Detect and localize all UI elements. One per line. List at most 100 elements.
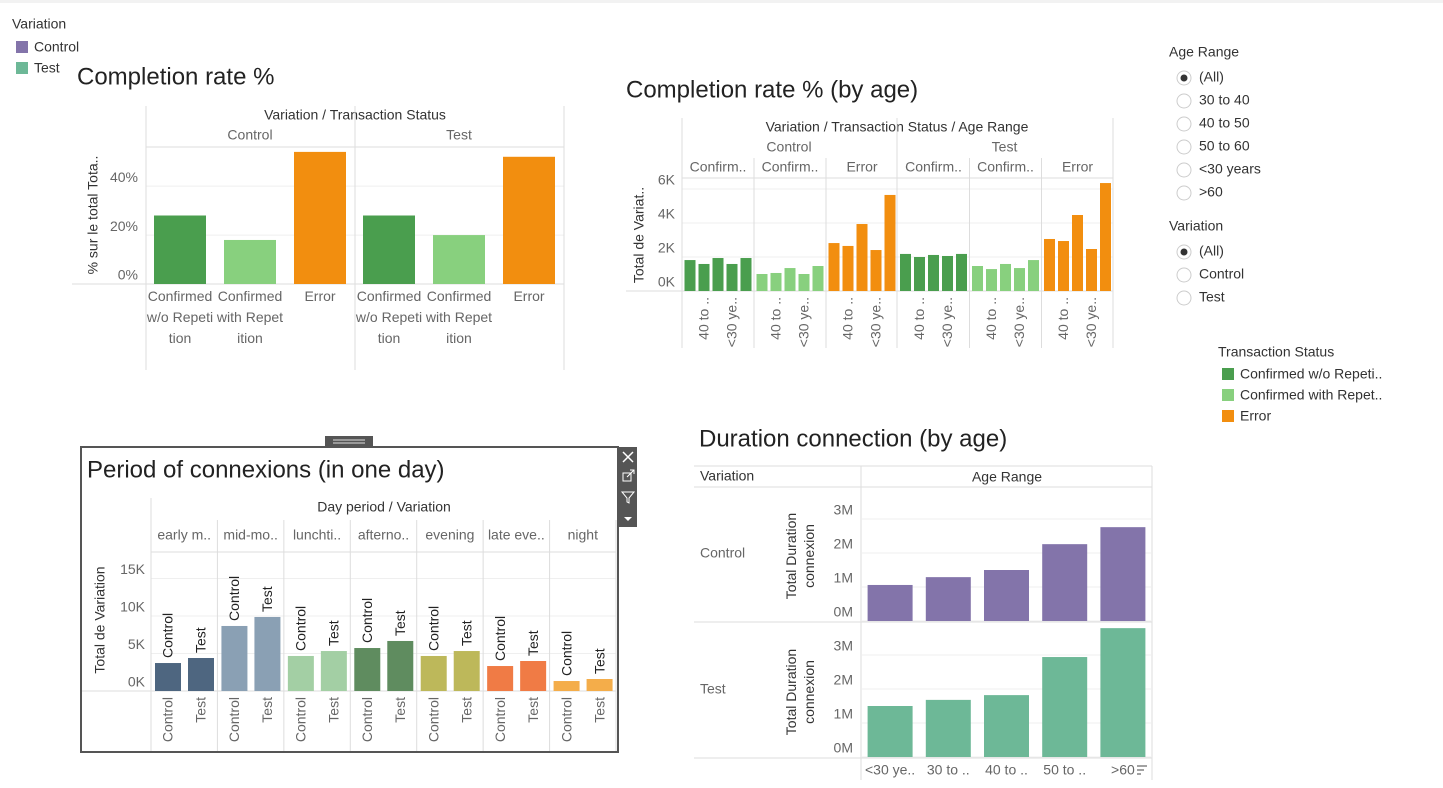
chart-title: Period of connexions (in one day) xyxy=(87,456,445,483)
bar xyxy=(925,577,971,621)
x-tick-label: Confirmed with Repetition xyxy=(426,288,492,346)
chart-title: Duration connection (by age) xyxy=(699,425,1007,452)
bar xyxy=(1042,657,1088,757)
radio-button[interactable] xyxy=(1176,139,1192,155)
bar xyxy=(1000,263,1011,291)
y-tick-label: 0K xyxy=(128,674,146,690)
x-tick-label: Control xyxy=(558,697,574,742)
radio-button[interactable] xyxy=(1176,116,1192,132)
radio-button[interactable] xyxy=(1176,290,1192,306)
x-tick-label: Confirmed w/o Repetition xyxy=(146,288,214,346)
x-tick-label: 40 to .. xyxy=(1055,297,1071,340)
x-tick-label: 40 to .. xyxy=(840,297,856,340)
y-axis-label: Total Duration connexion xyxy=(783,512,817,600)
y-tick-label: 40% xyxy=(110,169,138,185)
x-tick-label: Test xyxy=(326,697,342,723)
data-label: Test xyxy=(326,620,342,646)
y-axis-label: Total de Variat.. xyxy=(631,187,647,283)
filter-button[interactable] xyxy=(620,491,636,504)
data-label: Test xyxy=(259,586,275,612)
bar xyxy=(1100,527,1146,621)
bar xyxy=(363,215,415,284)
bar xyxy=(188,658,214,691)
y-tick-label: 0M xyxy=(834,740,853,756)
bar xyxy=(1100,628,1146,757)
y-tick-label: 0K xyxy=(658,274,676,290)
x-tick-label: 40 to .. xyxy=(983,297,999,340)
group-label: Test xyxy=(446,127,472,143)
x-tick-label: Error xyxy=(513,288,545,304)
y-tick-label: 0M xyxy=(834,604,853,620)
filter-title: Age Range xyxy=(1169,44,1239,60)
y-tick-label: 6K xyxy=(658,172,676,188)
group-label: Control xyxy=(766,139,811,155)
x-tick-label: <30 ye.. xyxy=(868,297,884,347)
data-label: Control xyxy=(293,606,309,651)
y-tick-label: 3M xyxy=(834,502,853,518)
bar xyxy=(867,706,913,757)
bar xyxy=(867,584,913,621)
zone-toolbar xyxy=(619,447,637,527)
legend-label: Control xyxy=(34,39,79,55)
y-tick-label: 0% xyxy=(118,267,138,283)
y-tick-label: 3M xyxy=(834,638,853,654)
group-label: Control xyxy=(227,127,272,143)
bar xyxy=(972,266,983,291)
bar xyxy=(1014,268,1025,291)
x-tick-label: Test xyxy=(392,697,408,723)
chart-title: Completion rate % (by age) xyxy=(626,76,918,103)
y-axis-label: % sur le total Tota.. xyxy=(85,156,101,275)
bar xyxy=(1042,544,1088,621)
radio-button[interactable] xyxy=(1176,93,1192,109)
y-axis-label: Total de Variation xyxy=(92,566,108,673)
bar xyxy=(900,253,911,291)
remove-button[interactable] xyxy=(622,451,634,463)
x-tick-label: 50 to .. xyxy=(1043,762,1086,778)
go-to-sheet-button[interactable] xyxy=(622,469,635,482)
bar xyxy=(1044,238,1055,291)
y-tick-label: 15K xyxy=(120,561,146,577)
x-tick-label: Control xyxy=(293,697,309,742)
panel-label: Confirm.. xyxy=(905,159,962,175)
bar xyxy=(828,243,840,291)
radio-button[interactable] xyxy=(1176,185,1192,201)
y-tick-label: 5K xyxy=(128,636,146,652)
panel-label: Error xyxy=(846,159,877,175)
y-axis-label: Total Duration connexion xyxy=(783,512,817,600)
legend-swatch xyxy=(1222,389,1234,401)
data-label: Test xyxy=(458,620,474,646)
radio-button[interactable] xyxy=(1176,162,1192,178)
x-tick-label: Control xyxy=(425,697,441,742)
group-label: early m.. xyxy=(157,527,211,543)
bar xyxy=(942,255,953,291)
radio-button[interactable] xyxy=(1176,267,1192,283)
x-tick-label: 40 to .. xyxy=(911,297,927,340)
x-tick-label: Confirmed w/o Repetition xyxy=(146,288,214,346)
x-tick-label: Test xyxy=(193,697,209,723)
more-options-button[interactable] xyxy=(624,517,632,521)
bar xyxy=(770,272,782,291)
x-tick-label: Confirmed w/o Repetition xyxy=(356,288,422,346)
group-label: night xyxy=(568,527,598,543)
x-tick-label: <30 ye.. xyxy=(865,762,915,778)
group-label: late eve.. xyxy=(488,527,545,543)
bar xyxy=(1028,260,1039,291)
bar xyxy=(287,655,314,691)
bar xyxy=(956,253,967,291)
x-tick-label: Test xyxy=(591,697,607,723)
x-tick-label: >60 xyxy=(1111,762,1135,778)
y-axis-label: Total Duration connexion xyxy=(783,648,817,736)
bar xyxy=(1072,215,1083,291)
sort-icon[interactable] xyxy=(1137,765,1147,775)
group-label: Test xyxy=(992,139,1018,155)
x-tick-label: Error xyxy=(304,288,336,304)
filter-option: <30 years xyxy=(1199,161,1261,177)
x-tick-label: Error xyxy=(513,288,545,304)
x-tick-label: Control xyxy=(226,697,242,742)
bar xyxy=(520,661,547,691)
panel-label: Confirm.. xyxy=(762,159,819,175)
bar xyxy=(553,681,580,691)
drag-handle[interactable] xyxy=(325,436,373,446)
zone-frame xyxy=(80,446,619,753)
x-tick-label: <30 ye.. xyxy=(1011,297,1027,347)
